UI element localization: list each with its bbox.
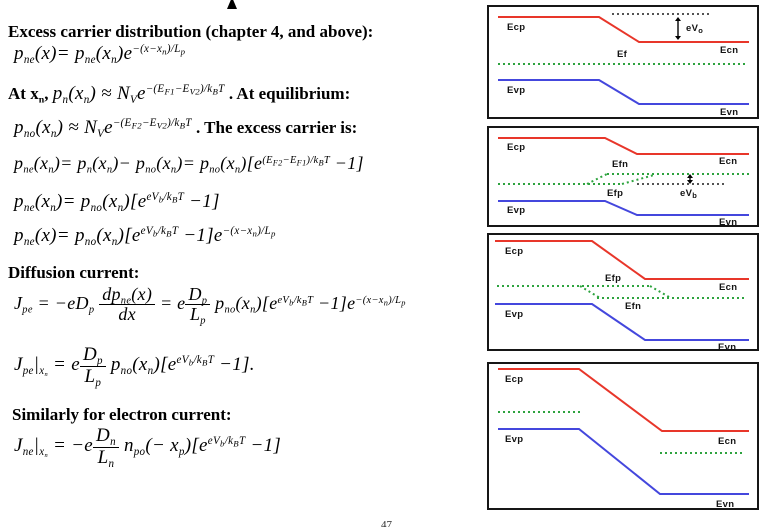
valence-band (498, 79, 749, 105)
label-evn: Evn (718, 342, 737, 353)
math-segment: pne(xn)= pno(xn)[eeVb/kBT −1] (14, 191, 220, 214)
eq-pne-of-x: pne(x)= pne(xn)e−(x−xn)/Lp (14, 42, 185, 66)
label-evp: Evp (507, 205, 526, 216)
eq-jne-at-xn: Jne|xn = −e Dn Ln npo(− xp)[eeVb/kBT −1] (14, 425, 282, 470)
eq-pne-x-vb: pne(x)= pno(xn)[eeVb/kBT −1]e−(x−xn)/Lp (14, 224, 276, 248)
band-diagram-svg (498, 368, 749, 495)
math-segment: Jpe|xn = e Dp Lp pno(xn)[eeVb/kBT −1]. (14, 344, 255, 389)
label-ecp: Ecp (505, 374, 524, 385)
label-evp: Evp (505, 309, 524, 320)
valence-band (495, 303, 749, 341)
band-diagram-equilibrium: Ecp Ecn Ef eVo Evp Evn (487, 5, 759, 119)
efp-drop-diagonal (579, 285, 601, 299)
label-efn: Efn (625, 301, 642, 312)
label-efp: Efp (607, 188, 624, 199)
valence-band (498, 428, 749, 495)
eq-excess-carrier: pne(xn)= pn(xn)− pno(xn)= pno(xn)[e(EF2−… (14, 152, 364, 175)
label-evn: Evn (720, 107, 739, 118)
efp-rise-diagonal (621, 174, 655, 185)
text-segment: Diffusion current: (8, 263, 140, 282)
label-ecn: Ecn (718, 436, 737, 447)
text-segment: . At equilibrium: (224, 84, 351, 103)
heading-similarly: Similarly for electron current: (12, 403, 232, 427)
efn-drop-diagonal (586, 173, 608, 185)
eq-jpe: Jpe = −eDp dpne(x) dx = e Dp Lp pno(xn)[eeV… (14, 284, 406, 328)
band-diagram-svg (498, 137, 749, 216)
label-ecn: Ecn (719, 156, 738, 167)
math-segment: pne(x)= pne(xn)e−(x−xn)/Lp (14, 43, 186, 66)
text-segment: . The excess carrier is: (191, 118, 358, 137)
cropped-title-fragment (227, 0, 237, 9)
label-ef: Ef (617, 49, 628, 60)
band-diagram-reverse-bias: Ecp Efp Ecn Efn Evp Evn (487, 233, 759, 353)
text-segment: Excess carrier distribution (chapter 4, … (8, 22, 374, 41)
heading-excess-carrier: Excess carrier distribution (chapter 4, … (8, 20, 373, 44)
label-efn: Efn (612, 159, 629, 170)
conduction-band (498, 16, 749, 43)
double-headed-arrow (687, 174, 693, 184)
label-ecp: Ecp (507, 22, 526, 33)
label-evp: Evp (507, 85, 526, 96)
heading-diffusion-current: Diffusion current: (8, 261, 139, 285)
band-diagram-strong-reverse-bias: Ecp Ecn Evp Evn (487, 362, 759, 510)
math-segment: Jne|xn = −e Dn Ln npo(− xp)[eeVb/kBT −1] (14, 425, 282, 470)
math-segment: pn(xn) ≈ NVe−(EF1−EV2)/kBT (52, 83, 225, 106)
double-headed-arrow (675, 17, 681, 40)
math-segment: Jpe = −eDp dpne(x) dx = e Dp Lp pno(xn)[eeV… (14, 284, 406, 328)
label-evp: Evp (505, 434, 524, 445)
label-ecn: Ecn (719, 282, 738, 293)
label-evn: Evn (719, 217, 738, 228)
label-evo: eVo (686, 23, 704, 35)
eq-pno: pno(xn) ≈ NVe−(EF2−EV2)/kBT . The excess… (14, 116, 357, 140)
text-segment: Similarly for electron current: (12, 405, 232, 424)
text-segment: At xn, (8, 84, 53, 106)
conduction-band (498, 137, 749, 155)
equations-column: Excess carrier distribution (chapter 4, … (8, 20, 406, 470)
conduction-band (495, 240, 749, 280)
page-number: 47 (381, 519, 392, 527)
conduction-band (498, 368, 749, 432)
label-efp: Efp (605, 273, 622, 284)
eq-pne-vb: pne(xn)= pno(xn)[eeVb/kBT −1] (14, 190, 220, 214)
label-evb: eVb (680, 188, 698, 200)
valence-band (498, 200, 749, 216)
math-segment: pne(xn)= pn(xn)− pno(xn)= pno(xn)[e(EF2−… (14, 153, 364, 176)
eq-at-xn: At xn, pn(xn) ≈ NVe−(EF1−EV2)/kBT . At e… (8, 82, 350, 106)
label-evn: Evn (716, 499, 735, 510)
band-diagram-forward-bias: Ecp Ecn Efn Efp eVb Evp Evn (487, 126, 759, 228)
math-segment: pno(xn) ≈ NVe−(EF2−EV2)/kBT (14, 117, 192, 140)
band-diagram-svg (498, 13, 749, 105)
efn-join-diagonal (649, 285, 670, 298)
eq-jpe-at-xn: Jpe|xn = e Dp Lp pno(xn)[eeVb/kBT −1]. (14, 344, 255, 389)
label-ecp: Ecp (507, 142, 526, 153)
band-diagram-svg (495, 240, 749, 341)
math-segment: pne(x)= pno(xn)[eeVb/kBT −1]e−(x−xn)/Lp (14, 225, 276, 248)
label-ecn: Ecn (720, 45, 739, 56)
label-ecp: Ecp (505, 246, 524, 257)
